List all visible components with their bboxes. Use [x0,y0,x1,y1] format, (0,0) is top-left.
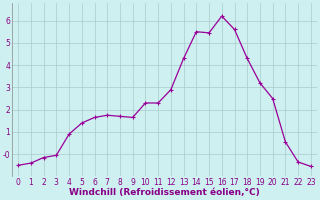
X-axis label: Windchill (Refroidissement éolien,°C): Windchill (Refroidissement éolien,°C) [69,188,260,197]
